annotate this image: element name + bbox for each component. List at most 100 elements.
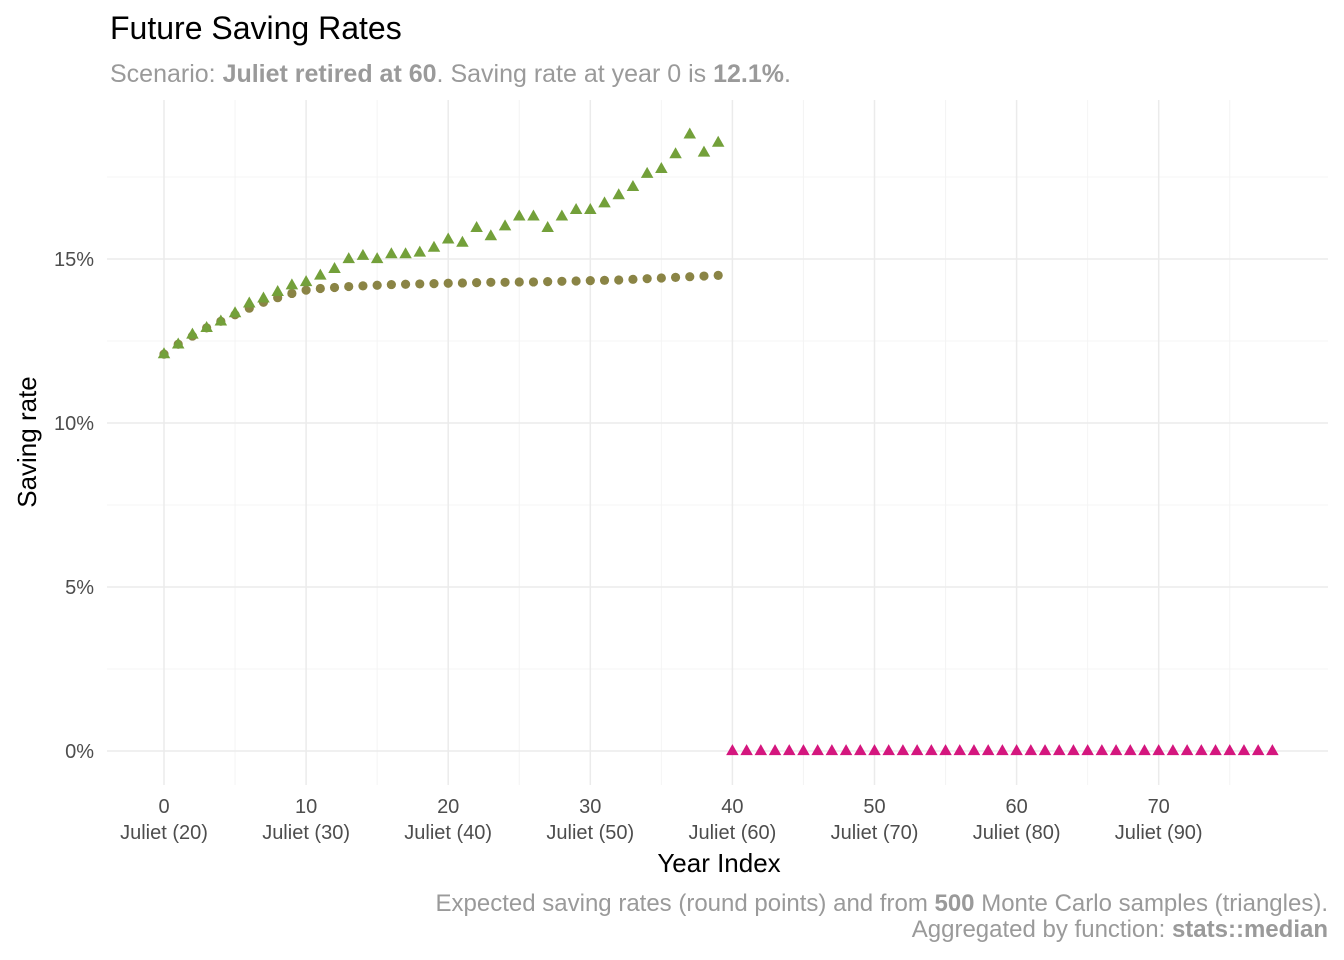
subtitle-scenario: Juliet retired at 60 xyxy=(222,60,437,88)
expected-point xyxy=(656,273,666,283)
subtitle-rate: 12.1% xyxy=(713,60,784,88)
monte-carlo-point xyxy=(584,202,597,214)
y-tick-label: 10% xyxy=(54,413,94,435)
expected-point xyxy=(329,282,340,293)
x-tick-sublabel: Juliet (90) xyxy=(1115,822,1203,844)
x-tick-label: 70 xyxy=(1148,796,1170,818)
retired-point xyxy=(811,744,824,756)
monte-carlo-point xyxy=(200,321,213,333)
expected-point xyxy=(685,272,695,282)
expected-point xyxy=(358,281,368,291)
retired-point xyxy=(854,744,867,756)
x-tick-sublabel: Juliet (60) xyxy=(688,822,776,844)
retired-point xyxy=(1152,744,1165,756)
retired-point xyxy=(1038,744,1052,756)
x-tick-sublabel: Juliet (20) xyxy=(120,822,208,844)
monte-carlo-point xyxy=(612,188,625,200)
expected-point xyxy=(557,276,567,286)
retired-point xyxy=(768,744,782,756)
tick-labels: 0 Juliet (20) 10 Juliet (30) 20 Juliet (40) 30… xyxy=(54,249,1203,844)
monte-carlo-point xyxy=(683,127,697,139)
monte-carlo-point xyxy=(356,248,370,260)
caption-line-1: Expected saving rates (round points) and… xyxy=(436,890,1328,918)
retired-point xyxy=(868,744,881,756)
retired-point xyxy=(1251,744,1265,756)
retired-point xyxy=(925,744,938,756)
expected-point xyxy=(543,277,553,287)
y-axis-title: Saving rate xyxy=(12,376,42,508)
monte-carlo-point xyxy=(413,245,427,257)
x-tick-label: 0 xyxy=(158,796,169,818)
expected-point xyxy=(472,278,482,288)
monte-carlo-point xyxy=(328,262,341,274)
monte-carlo-point xyxy=(669,147,682,159)
expected-point xyxy=(713,270,723,280)
monte-carlo-point xyxy=(171,337,185,349)
monte-carlo-point xyxy=(370,252,384,264)
expected-point xyxy=(642,274,652,284)
monte-carlo-point xyxy=(427,240,441,252)
monte-carlo-point xyxy=(598,196,611,208)
expected-point xyxy=(699,271,709,281)
retired-point xyxy=(1024,744,1038,756)
x-tick-label: 10 xyxy=(295,796,317,818)
expected-point xyxy=(457,278,468,288)
x-tick-sublabel: Juliet (70) xyxy=(831,822,919,844)
retired-point xyxy=(797,744,810,756)
x-tick-label: 60 xyxy=(1005,796,1027,818)
monte-carlo-point xyxy=(257,291,270,303)
y-tick-label: 15% xyxy=(54,249,94,271)
monte-carlo-point xyxy=(214,314,228,326)
retired-point xyxy=(1067,744,1080,756)
x-tick-label: 30 xyxy=(579,796,601,818)
x-axis-title: Year Index xyxy=(657,848,780,878)
monte-carlo-point xyxy=(626,180,640,192)
retired-point xyxy=(1223,744,1236,756)
x-tick-sublabel: Juliet (50) xyxy=(546,822,634,844)
monte-carlo-point xyxy=(342,252,355,264)
x-tick-label: 20 xyxy=(437,796,459,818)
monte-carlo-point xyxy=(513,209,526,221)
retired-point xyxy=(1180,744,1194,756)
expected-point xyxy=(486,277,496,287)
retired-point xyxy=(1266,744,1279,756)
retired-point xyxy=(1195,744,1208,756)
expected-point xyxy=(386,279,396,290)
retired-point xyxy=(882,744,895,756)
caption-count: 500 xyxy=(934,890,975,917)
expected-point xyxy=(514,277,524,287)
monte-carlo-point xyxy=(314,268,327,280)
monte-carlo-point xyxy=(285,278,299,290)
x-tick-sublabel: Juliet (30) xyxy=(262,822,350,844)
expected-point xyxy=(415,279,425,289)
expected-point xyxy=(429,279,439,289)
monte-carlo-point xyxy=(299,275,313,287)
retired-point xyxy=(1081,744,1094,756)
monte-carlo-point xyxy=(243,296,256,308)
retired-point xyxy=(726,744,739,756)
retired-point xyxy=(1209,744,1222,756)
expected-point xyxy=(585,276,595,286)
monte-carlo-point xyxy=(186,327,199,339)
retired-point xyxy=(896,744,910,756)
expected-point xyxy=(400,279,411,289)
chart-subtitle: Scenario: Juliet retired at 60. Saving r… xyxy=(110,60,791,89)
retired-point xyxy=(996,744,1009,756)
monte-carlo-point xyxy=(498,219,512,231)
caption-func-prefix: Aggregated by function: xyxy=(911,916,1172,943)
caption-suffix: Monte Carlo samples (triangles). xyxy=(974,890,1328,917)
expected-point xyxy=(628,274,638,284)
x-tick-sublabel: Juliet (40) xyxy=(404,822,492,844)
retired-point xyxy=(1010,744,1023,756)
expected-point xyxy=(372,280,382,290)
grid-lines xyxy=(107,100,1328,785)
monte-carlo-point xyxy=(456,235,469,247)
monte-carlo-point xyxy=(655,161,668,173)
retired-point xyxy=(1109,744,1123,756)
expected-point xyxy=(528,277,539,287)
monte-carlo-point xyxy=(470,221,483,233)
monte-carlo-point xyxy=(697,145,711,157)
x-tick-label: 40 xyxy=(721,796,743,818)
